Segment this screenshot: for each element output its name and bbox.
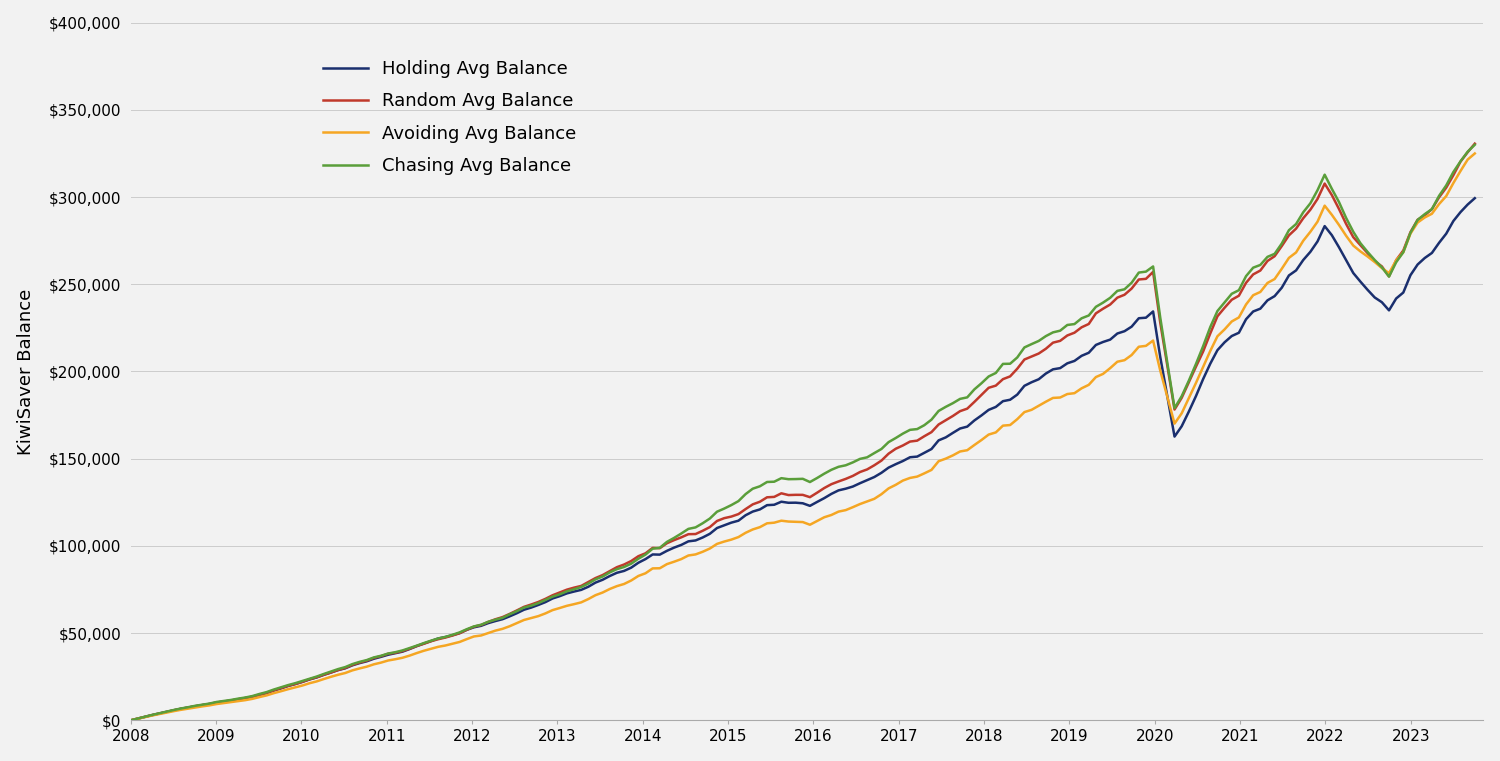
Line: Holding Avg Balance: Holding Avg Balance [130,198,1474,721]
Chasing Avg Balance [387,648,405,657]
Holding Avg Balance [630,558,648,567]
Avoiding Avg Balance [630,572,648,581]
Chasing Avg Balance [1180,376,1198,385]
Holding Avg Balance [336,664,354,673]
Chasing Avg Balance [1008,353,1026,362]
Random Avg Balance [336,664,354,673]
Chasing Avg Balance [1130,268,1148,277]
Holding Avg Balance [1130,314,1148,323]
Chasing Avg Balance [1466,140,1484,149]
Random Avg Balance [122,716,140,725]
Chasing Avg Balance [336,663,354,672]
Random Avg Balance [1180,377,1198,387]
Holding Avg Balance [1466,193,1484,202]
Avoiding Avg Balance [1466,149,1484,158]
Legend: Holding Avg Balance, Random Avg Balance, Avoiding Avg Balance, Chasing Avg Balan: Holding Avg Balance, Random Avg Balance,… [315,53,584,183]
Random Avg Balance [1130,275,1148,284]
Line: Chasing Avg Balance: Chasing Avg Balance [130,145,1474,721]
Random Avg Balance [1008,365,1026,374]
Holding Avg Balance [1180,407,1198,416]
Chasing Avg Balance [630,554,648,563]
Holding Avg Balance [1008,390,1026,400]
Avoiding Avg Balance [1008,415,1026,424]
Line: Random Avg Balance: Random Avg Balance [130,144,1474,721]
Y-axis label: KiwiSaver Balance: KiwiSaver Balance [16,288,34,454]
Avoiding Avg Balance [387,654,405,664]
Chasing Avg Balance [122,716,140,725]
Holding Avg Balance [122,716,140,725]
Random Avg Balance [1466,139,1484,148]
Avoiding Avg Balance [122,716,140,725]
Avoiding Avg Balance [1130,342,1148,352]
Random Avg Balance [630,552,648,561]
Line: Avoiding Avg Balance: Avoiding Avg Balance [130,154,1474,721]
Random Avg Balance [387,648,405,658]
Avoiding Avg Balance [1180,393,1198,403]
Holding Avg Balance [387,648,405,658]
Avoiding Avg Balance [336,668,354,677]
